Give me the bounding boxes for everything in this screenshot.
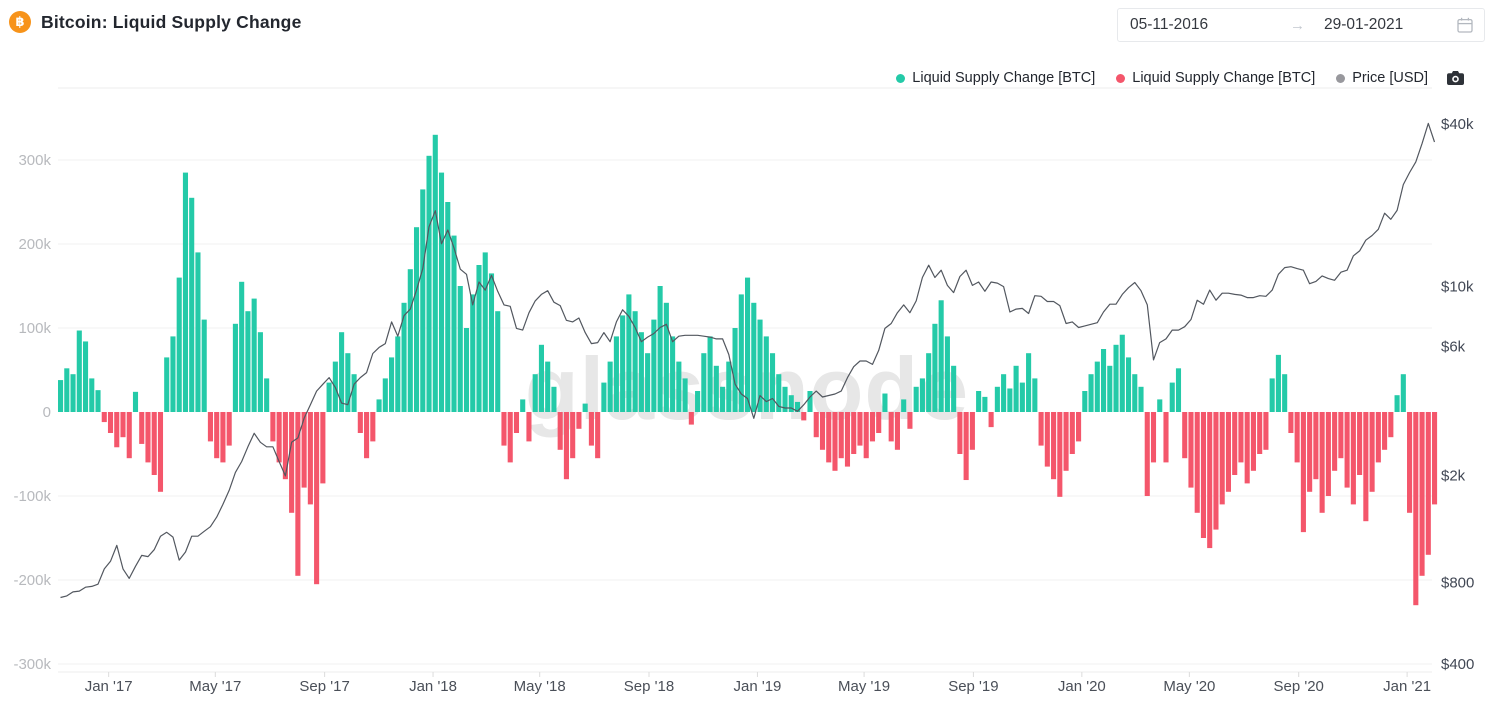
legend-item-supply-negative[interactable]: Liquid Supply Change [BTC] xyxy=(1116,70,1315,86)
calendar-icon[interactable] xyxy=(1457,17,1473,33)
page-title: Bitcoin: Liquid Supply Change xyxy=(41,11,302,32)
date-range-picker[interactable]: 05-11-2016 → 29-01-2021 xyxy=(1117,8,1485,42)
svg-text:Sep '18: Sep '18 xyxy=(624,678,674,695)
svg-text:Jan '21: Jan '21 xyxy=(1383,678,1431,695)
legend-item-price[interactable]: Price [USD] xyxy=(1336,70,1428,86)
end-date-input[interactable]: 29-01-2021 xyxy=(1324,16,1404,33)
svg-text:-200k: -200k xyxy=(13,572,51,589)
svg-text:$800: $800 xyxy=(1441,575,1474,592)
svg-text:$400: $400 xyxy=(1441,656,1474,673)
svg-text:Jan '17: Jan '17 xyxy=(85,678,133,695)
svg-text:$40k: $40k xyxy=(1441,116,1474,133)
svg-text:Jan '19: Jan '19 xyxy=(733,678,781,695)
supply-change-bars xyxy=(58,134,1438,606)
teal-dot-icon xyxy=(896,73,906,83)
svg-text:Sep '17: Sep '17 xyxy=(299,678,349,695)
red-dot-icon xyxy=(1116,73,1126,83)
legend-label: Price [USD] xyxy=(1352,70,1428,86)
svg-text:0: 0 xyxy=(43,404,51,421)
svg-text:-100k: -100k xyxy=(13,488,51,505)
legend-label: Liquid Supply Change [BTC] xyxy=(912,70,1096,86)
legend-label: Liquid Supply Change [BTC] xyxy=(1132,70,1316,86)
svg-text:Jan '18: Jan '18 xyxy=(409,678,457,695)
camera-icon xyxy=(1447,71,1464,85)
svg-text:300k: 300k xyxy=(18,152,51,169)
svg-text:-300k: -300k xyxy=(13,656,51,673)
x-axis: Jan '17 May '17 Sep '17 Jan '18 May '18 Sep '… xyxy=(85,672,1431,695)
svg-text:Sep '19: Sep '19 xyxy=(948,678,998,695)
y-axis-right: $40k $10k $6k $2k $800 $400 xyxy=(1441,116,1474,673)
gray-dot-icon xyxy=(1336,73,1346,83)
svg-text:Sep '20: Sep '20 xyxy=(1273,678,1323,695)
svg-text:Jan '20: Jan '20 xyxy=(1058,678,1106,695)
legend: Liquid Supply Change [BTC] Liquid Supply… xyxy=(896,70,1464,86)
svg-text:May '17: May '17 xyxy=(189,678,241,695)
svg-text:$6k: $6k xyxy=(1441,338,1466,355)
svg-text:$2k: $2k xyxy=(1441,467,1466,484)
svg-text:May '18: May '18 xyxy=(514,678,566,695)
svg-text:100k: 100k xyxy=(18,320,51,337)
start-date-input[interactable]: 05-11-2016 xyxy=(1130,16,1209,33)
svg-text:$10k: $10k xyxy=(1441,279,1474,296)
camera-screenshot-button[interactable] xyxy=(1447,71,1464,85)
bitcoin-icon: ฿ xyxy=(9,11,31,33)
header: ฿ Bitcoin: Liquid Supply Change xyxy=(9,11,302,33)
svg-text:May '19: May '19 xyxy=(838,678,890,695)
svg-text:200k: 200k xyxy=(18,236,51,253)
price-line xyxy=(60,122,1436,599)
svg-text:May '20: May '20 xyxy=(1163,678,1215,695)
range-arrow-icon: → xyxy=(1290,16,1305,34)
legend-item-supply-positive[interactable]: Liquid Supply Change [BTC] xyxy=(896,70,1095,86)
y-axis-left: 300k 200k 100k 0 -100k -200k -300k xyxy=(13,152,51,673)
